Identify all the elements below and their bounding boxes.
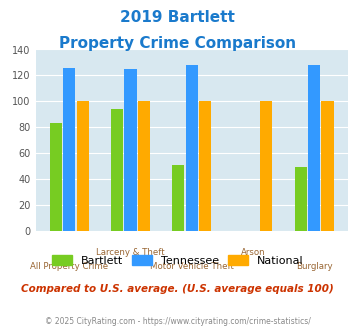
Text: Larceny & Theft: Larceny & Theft [96, 248, 165, 257]
Text: Property Crime Comparison: Property Crime Comparison [59, 36, 296, 51]
Text: 2019 Bartlett: 2019 Bartlett [120, 10, 235, 25]
Bar [124, 69, 137, 231]
Bar [199, 101, 211, 231]
Bar [260, 101, 273, 231]
Bar [138, 101, 150, 231]
Text: Compared to U.S. average. (U.S. average equals 100): Compared to U.S. average. (U.S. average … [21, 284, 334, 294]
Text: All Property Crime: All Property Crime [30, 262, 108, 271]
Text: © 2025 CityRating.com - https://www.cityrating.com/crime-statistics/: © 2025 CityRating.com - https://www.city… [45, 317, 310, 326]
Bar [322, 101, 334, 231]
Bar [50, 123, 62, 231]
Text: Burglary: Burglary [296, 262, 332, 271]
Bar [308, 65, 320, 231]
Bar [63, 68, 75, 231]
Bar [295, 168, 307, 231]
Text: Motor Vehicle Theft: Motor Vehicle Theft [150, 262, 234, 271]
Legend: Bartlett, Tennessee, National: Bartlett, Tennessee, National [46, 250, 309, 272]
Text: Arson: Arson [241, 248, 265, 257]
Bar [77, 101, 89, 231]
Bar [186, 65, 198, 231]
Bar [111, 109, 123, 231]
Bar [172, 165, 184, 231]
